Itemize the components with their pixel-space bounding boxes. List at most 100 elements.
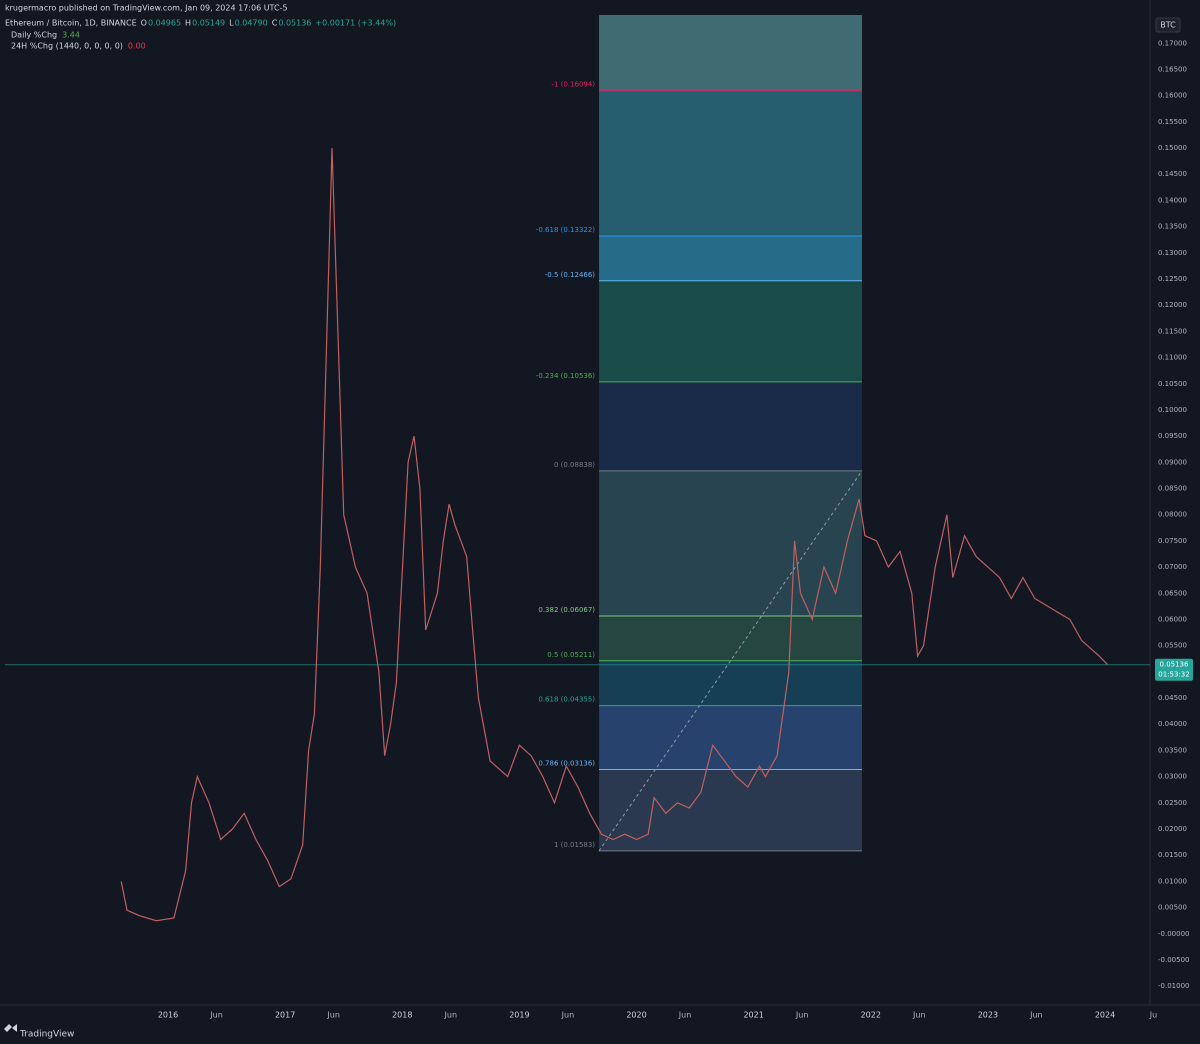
y-tick-label: 0.05500: [1158, 642, 1187, 650]
x-tick-label: Jun: [912, 1011, 926, 1020]
indicator-value: 0.00: [128, 42, 146, 51]
y-tick-label: 0.09000: [1158, 458, 1187, 466]
x-tick-label: 2020: [626, 1011, 646, 1020]
fib-band: [599, 381, 862, 471]
y-tick-label: 0.04500: [1158, 694, 1187, 702]
y-tick-label: 0.12000: [1158, 301, 1187, 309]
fib-label: 0 (0.08838): [554, 461, 595, 469]
x-tick-label: Jun: [795, 1011, 809, 1020]
currency-box: [1155, 17, 1181, 33]
y-tick-label: 0.11000: [1158, 354, 1187, 362]
fib-band: [599, 235, 862, 281]
x-tick-label: Jun: [444, 1011, 458, 1020]
currency: BTC: [1160, 21, 1176, 30]
y-tick-label: 0.06500: [1158, 589, 1187, 597]
y-tick-label: 0.16500: [1158, 65, 1187, 73]
y-tick-label: 0.07500: [1158, 537, 1187, 545]
indicator-name: 24H %Chg (1440, 0, 0, 0, 0): [11, 42, 123, 51]
y-tick-label: 0.10000: [1158, 406, 1187, 414]
x-tick-label: 2018: [392, 1011, 412, 1020]
fib-band: [599, 615, 862, 661]
fib-band: [599, 769, 862, 851]
ohlc-key: O: [141, 19, 147, 28]
fib-band: [599, 15, 862, 91]
fib-label: -1 (0.16094): [551, 81, 595, 89]
fib-label: -0.618 (0.13322): [536, 226, 595, 234]
ohlc-key: C: [272, 19, 278, 28]
y-tick-label: 0.03500: [1158, 746, 1187, 754]
legend: Ethereum / Bitcoin, 1D, BINANCE O 0.04965 H…: [5, 19, 396, 51]
y-tick-label: 0.15500: [1158, 118, 1187, 126]
countdown: 01:53:32: [1158, 671, 1189, 679]
brand-logo: [4, 1024, 17, 1032]
fib-label: -0.5 (0.12466): [545, 271, 596, 279]
indicator-value: 3.44: [62, 31, 80, 40]
fib-label: 0.618 (0.04355): [538, 696, 595, 704]
x-tick-label: Jun: [326, 1011, 340, 1020]
y-tick-label: 0.08500: [1158, 485, 1187, 493]
y-tick-label: 0.16000: [1158, 92, 1187, 100]
ohlc-value: 0.04965: [148, 19, 181, 28]
y-tick-label: 0.06000: [1158, 615, 1187, 623]
symbol: Ethereum / Bitcoin, 1D, BINANCE: [5, 19, 137, 28]
x-tick-label: Jun: [209, 1011, 223, 1020]
ohlc-value: 0.05149: [192, 19, 225, 28]
y-tick-label: -0.00000: [1158, 930, 1189, 938]
y-tick-label: 0.09500: [1158, 432, 1187, 440]
ohlc-value: 0.04790: [235, 19, 268, 28]
price-line: [120, 147, 1108, 922]
x-tick-label: Jun: [561, 1011, 575, 1020]
y-tick-label: 0.14000: [1158, 196, 1187, 204]
fib-band: [599, 660, 862, 706]
fib-band: [599, 280, 862, 382]
y-tick-label: 0.03000: [1158, 773, 1187, 781]
x-tick-label: Jun: [1029, 1011, 1043, 1020]
publisher: krugermacro published on TradingView.com…: [5, 4, 288, 13]
y-tick-label: 0.10500: [1158, 380, 1187, 388]
x-tick-label: Ju: [1149, 1011, 1157, 1020]
x-tick-label: 2022: [861, 1011, 881, 1020]
fib-label: 1 (0.01583): [554, 841, 595, 849]
last-price-label: 0.05136: [1160, 661, 1189, 669]
indicator-name: Daily %Chg: [11, 31, 57, 40]
fib-band: [599, 470, 862, 616]
y-tick-label: 0.07000: [1158, 563, 1187, 571]
y-tick-label: 0.00500: [1158, 904, 1187, 912]
ohlc-key: L: [229, 19, 234, 28]
fib-label: 0.382 (0.06067): [538, 606, 595, 614]
brand: TradingView: [19, 1030, 74, 1040]
change: +0.00171 (+3.44%): [315, 19, 396, 28]
fib-band: [599, 705, 862, 770]
y-tick-label: 0.11500: [1158, 327, 1187, 335]
y-tick-label: 0.17000: [1158, 39, 1187, 47]
ohlc-key: H: [185, 19, 191, 28]
x-tick-label: Jun: [678, 1011, 692, 1020]
x-tick-label: 2021: [743, 1011, 763, 1020]
y-tick-label: -0.01000: [1158, 982, 1189, 990]
fib-band: [599, 90, 862, 236]
y-tick-label: -0.00500: [1158, 956, 1189, 964]
y-tick-label: 0.01500: [1158, 851, 1187, 859]
y-tick-label: 0.13500: [1158, 223, 1187, 231]
y-tick-label: 0.01000: [1158, 877, 1187, 885]
fib-label: 0.5 (0.05211): [547, 651, 595, 659]
y-tick-label: 0.12500: [1158, 275, 1187, 283]
ohlc-value: 0.05136: [278, 19, 311, 28]
x-tick-label: 2019: [509, 1011, 529, 1020]
x-tick-label: 2017: [275, 1011, 295, 1020]
fib-label: -0.234 (0.10536): [536, 372, 595, 380]
y-tick-label: 0.15000: [1158, 144, 1187, 152]
y-tick-label: 0.04000: [1158, 720, 1187, 728]
y-tick-label: 0.02000: [1158, 825, 1187, 833]
y-tick-label: 0.14500: [1158, 170, 1187, 178]
y-tick-label: 0.13000: [1158, 249, 1187, 257]
fib-label: 0.786 (0.03136): [538, 759, 595, 767]
y-tick-label: 0.02500: [1158, 799, 1187, 807]
last-price-box: [1155, 658, 1193, 681]
fib-trend-line: [598, 470, 863, 852]
x-tick-label: 2016: [158, 1011, 178, 1020]
x-tick-label: 2024: [1095, 1011, 1115, 1020]
x-tick-label: 2023: [978, 1011, 998, 1020]
y-tick-label: 0.08000: [1158, 511, 1187, 519]
